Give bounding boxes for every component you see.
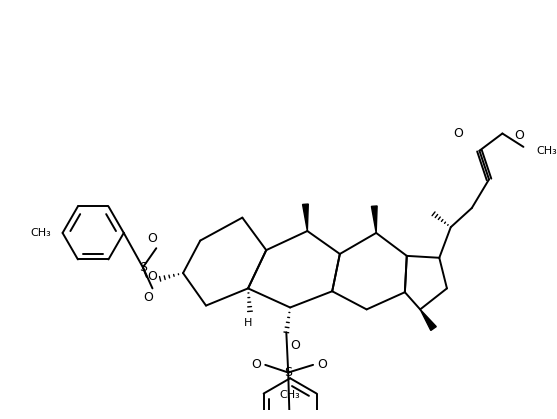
Text: CH₃: CH₃ xyxy=(31,228,51,238)
Text: CH₃: CH₃ xyxy=(537,146,557,156)
Polygon shape xyxy=(420,309,436,331)
Text: H: H xyxy=(244,318,252,328)
Text: O: O xyxy=(148,270,158,283)
Text: S: S xyxy=(284,366,292,379)
Text: CH₃: CH₃ xyxy=(280,390,301,400)
Text: O: O xyxy=(514,129,524,142)
Text: O: O xyxy=(453,127,463,140)
Polygon shape xyxy=(372,206,377,233)
Text: O: O xyxy=(290,339,300,352)
Text: O: O xyxy=(317,358,328,371)
Polygon shape xyxy=(302,204,308,231)
Text: S: S xyxy=(139,261,147,274)
Text: O: O xyxy=(144,292,154,305)
Text: O: O xyxy=(251,358,261,371)
Text: O: O xyxy=(148,232,158,245)
